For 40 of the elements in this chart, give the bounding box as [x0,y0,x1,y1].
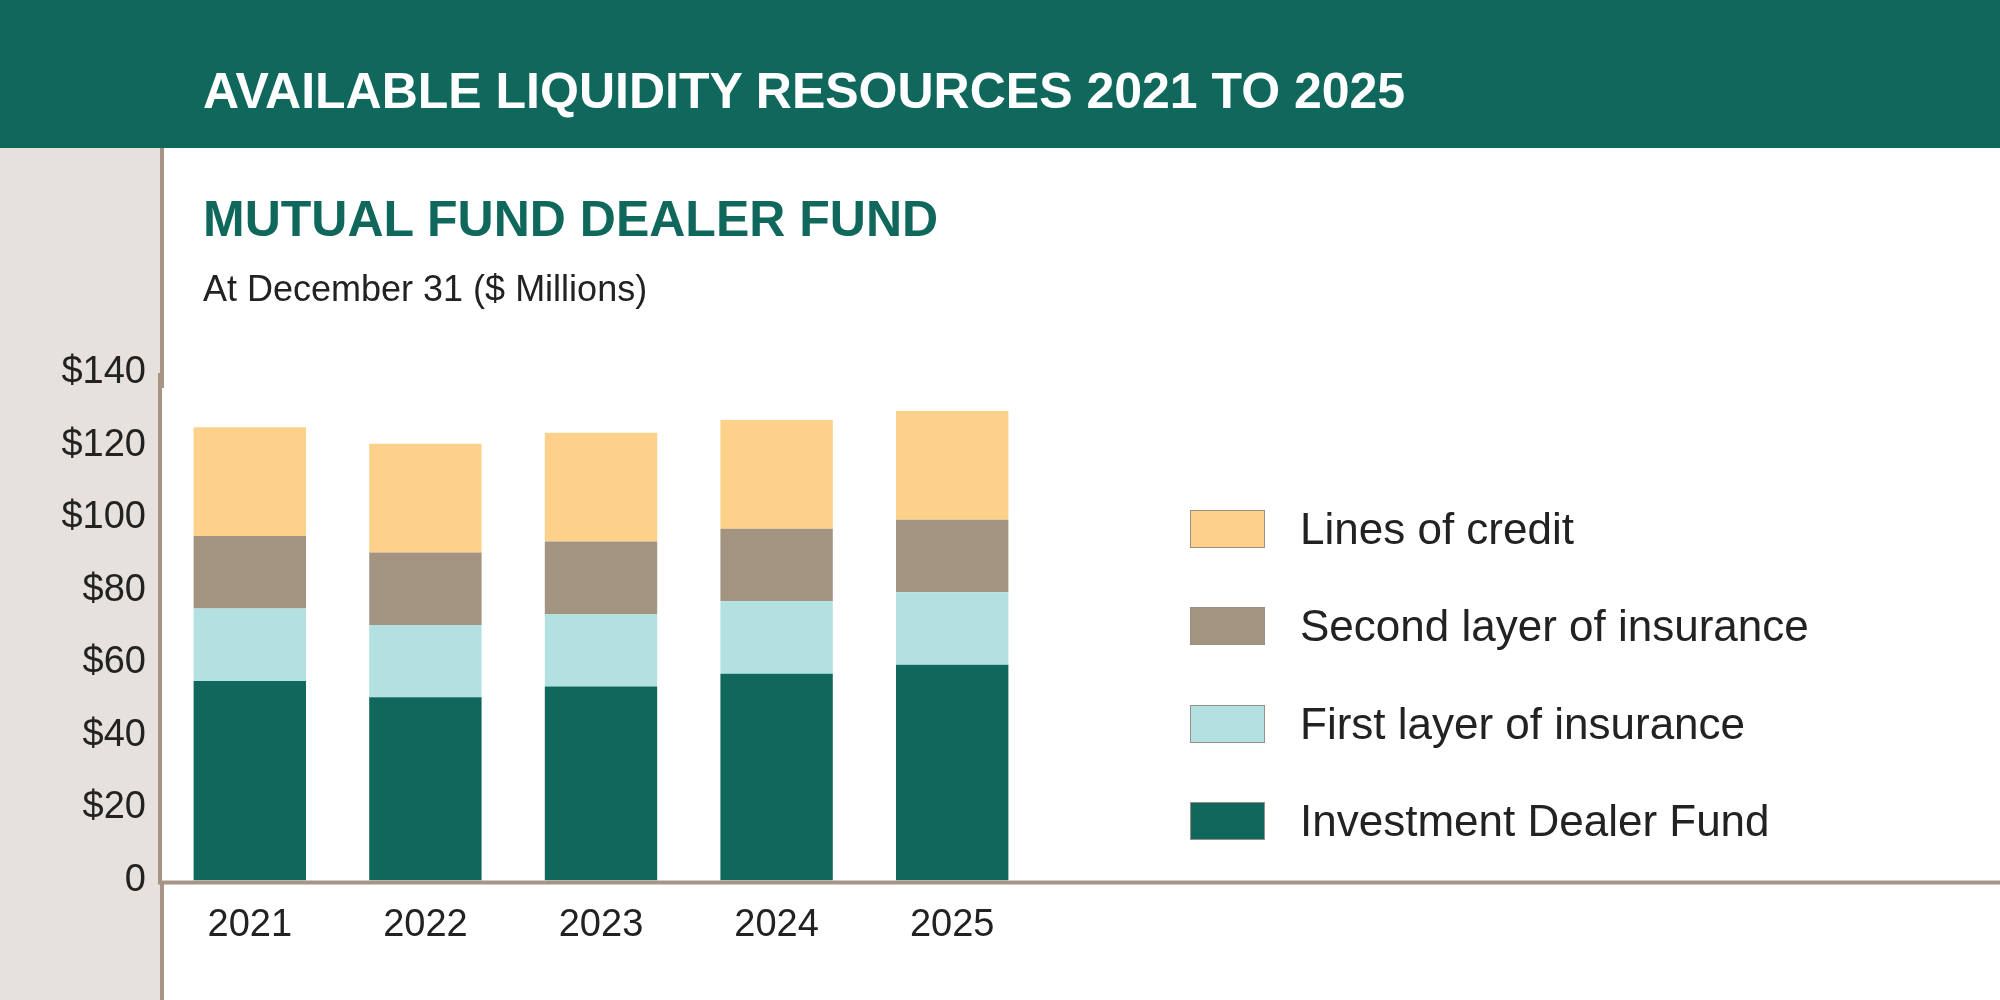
chart-subtitle: MUTUAL FUND DEALER FUND [203,190,939,248]
bar [896,411,1009,520]
chart-title: AVAILABLE LIQUIDITY RESOURCES 2021 TO 2025 [203,62,1406,120]
bar [720,601,833,674]
bar [544,432,658,542]
y-tick-label: $20 [82,784,146,827]
bar [896,664,1009,881]
bar [544,614,658,687]
text: At December 31 ($ Millions) [203,268,648,310]
bar [369,697,482,881]
bar [544,541,658,615]
y-tick-label: 0 [124,856,146,899]
bar [720,420,833,529]
x-tick-label: 2021 [207,901,293,944]
y-tick-label: $60 [82,639,146,682]
legend-label: Investment Dealer Fund [1300,796,1770,847]
bar [544,686,658,881]
bar [193,608,306,682]
legend-label: First layer of insurance [1300,698,1746,749]
x-tick-label: 2024 [734,901,819,944]
legend-label: Second layer of insurance [1300,601,1809,652]
x-tick-label: 2023 [558,901,644,944]
bar [896,519,1009,593]
bar [369,624,482,698]
y-tick-label: $120 [61,421,146,464]
bar [720,673,833,881]
y-tick-label: $40 [82,711,146,754]
bar [193,536,306,609]
y-tick-label: $140 [61,349,146,392]
bar [193,681,306,881]
x-tick-label: 2025 [909,901,995,944]
x-tick-label: 2022 [383,901,468,944]
y-tick-label: $80 [82,566,146,609]
bar [369,552,482,625]
y-tick-label: $100 [61,494,146,537]
bar [720,528,833,602]
bar [369,443,482,553]
legend-label: Lines of credit [1300,503,1574,554]
bar [896,592,1009,665]
bar [193,427,306,537]
